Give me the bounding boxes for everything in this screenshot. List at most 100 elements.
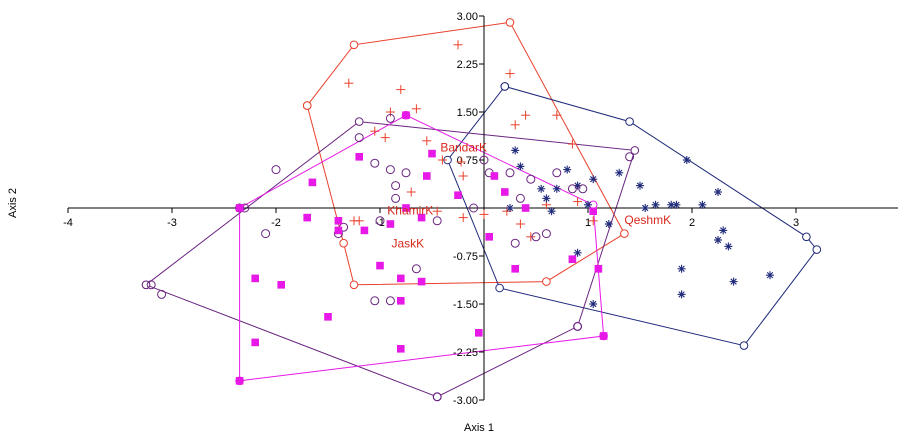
group-label-layer: BandarK QeshmK KhamirK JaskK xyxy=(387,141,671,251)
point-khamirk xyxy=(510,238,520,248)
point-khamirk xyxy=(401,168,411,178)
point-qeshmk xyxy=(573,181,582,190)
point-qeshmk xyxy=(719,226,728,235)
point-qeshmk xyxy=(542,194,551,203)
x-tick-label: -1 xyxy=(375,217,385,229)
point-khamirk xyxy=(261,229,271,239)
point-khamirk xyxy=(541,229,551,239)
x-axis-title: Axis 1 xyxy=(464,422,494,434)
y-tick-label: 1.50 xyxy=(457,107,478,119)
point-qeshmk xyxy=(724,242,733,251)
point-qeshmk xyxy=(563,165,572,174)
point-khamirk xyxy=(375,216,385,226)
point-khamirk xyxy=(479,155,489,165)
point-qeshmk xyxy=(682,156,691,164)
hull-vertex-khamirk xyxy=(354,117,364,126)
point-bandark xyxy=(505,69,515,79)
point-bandark xyxy=(453,40,463,50)
point-bandark xyxy=(526,232,536,242)
point-bandark xyxy=(479,209,489,219)
point-bandark xyxy=(521,110,531,120)
point-jaskk xyxy=(277,281,285,289)
point-bandark xyxy=(344,78,354,88)
point-qeshmk xyxy=(584,200,592,209)
point-khamirk xyxy=(573,321,583,331)
point-jaskk xyxy=(485,233,493,241)
hull-vertex-qeshmk xyxy=(802,232,811,242)
point-bandark xyxy=(458,171,468,181)
point-qeshmk xyxy=(516,162,525,171)
point-jaskk xyxy=(599,332,608,340)
hull-vertex-qeshmk xyxy=(500,82,510,91)
point-qeshmk xyxy=(729,277,738,286)
point-jaskk xyxy=(386,220,395,228)
point-jaskk xyxy=(568,255,577,263)
group-label-jaskk: JaskK xyxy=(391,237,424,251)
point-khamirk xyxy=(567,184,577,194)
point-jaskk xyxy=(397,345,405,353)
y-tick-label: 2.25 xyxy=(457,59,478,71)
point-qeshmk xyxy=(651,200,660,209)
point-jaskk xyxy=(490,172,499,180)
point-khamirk xyxy=(505,168,515,178)
y-tick-label: -0.75 xyxy=(453,251,478,263)
point-jaskk xyxy=(251,274,259,283)
group-label-khamirk: KhamirK xyxy=(387,203,433,217)
hull-layer xyxy=(141,18,822,402)
point-khamirk xyxy=(370,296,380,306)
point-jaskk xyxy=(423,172,431,180)
point-jaskk xyxy=(360,226,369,235)
hull-vertex-bandark xyxy=(339,238,348,248)
hull-vertex-bandark xyxy=(302,101,312,110)
point-qeshmk xyxy=(573,248,582,257)
point-khamirk xyxy=(385,296,395,306)
y-axis-title: Axis 2 xyxy=(7,188,19,218)
point-jaskk xyxy=(454,191,462,199)
point-qeshmk xyxy=(714,236,722,244)
group-label-qeshmk: QeshmK xyxy=(624,213,671,227)
point-qeshmk xyxy=(537,184,546,193)
point-jaskk xyxy=(324,313,332,321)
point-bandark xyxy=(422,136,432,146)
point-bandark xyxy=(385,107,395,117)
point-jaskk xyxy=(397,274,405,283)
points-layer xyxy=(146,40,774,402)
point-khamirk xyxy=(235,203,245,213)
point-jaskk xyxy=(594,265,603,273)
point-khamirk xyxy=(385,165,395,175)
point-jaskk xyxy=(501,188,509,196)
point-khamirk xyxy=(625,152,635,162)
x-tick-label: 2 xyxy=(689,217,695,229)
point-khamirk xyxy=(354,133,364,143)
point-qeshmk xyxy=(766,271,774,280)
hull-vertex-qeshmk xyxy=(495,283,504,293)
point-qeshmk xyxy=(677,264,686,273)
x-tick-label: -2 xyxy=(271,217,281,229)
point-khamirk xyxy=(469,203,479,213)
hull-vertex-bandark xyxy=(349,40,359,50)
point-qeshmk xyxy=(672,200,681,209)
point-jaskk xyxy=(355,153,363,161)
point-qeshmk xyxy=(677,290,686,299)
point-bandark xyxy=(437,155,447,165)
point-jaskk xyxy=(308,178,317,187)
point-bandark xyxy=(370,126,380,136)
point-bandark xyxy=(458,213,468,223)
point-bandark xyxy=(354,216,364,226)
point-jaskk xyxy=(251,338,259,347)
point-jaskk xyxy=(417,213,426,222)
point-jaskk xyxy=(511,265,519,273)
point-jaskk xyxy=(589,207,597,215)
hull-vertex-bandark xyxy=(349,280,359,290)
x-tick-label: -3 xyxy=(167,217,177,229)
point-bandark xyxy=(510,120,520,130)
point-qeshmk xyxy=(547,207,556,216)
point-jaskk xyxy=(402,111,410,119)
point-qeshmk xyxy=(589,175,598,184)
point-jaskk xyxy=(475,329,483,337)
hull-bandark xyxy=(306,21,626,286)
y-tick-label: -2.25 xyxy=(453,347,478,359)
point-jaskk xyxy=(334,226,343,235)
hull-vertex-bandark xyxy=(505,18,515,27)
